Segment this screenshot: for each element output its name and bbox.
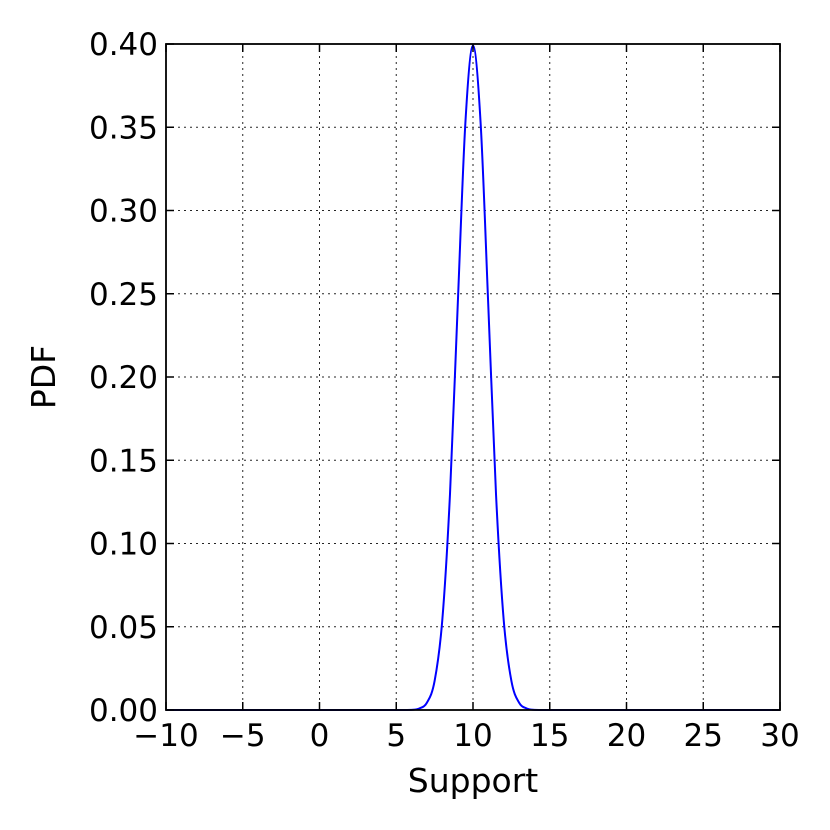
x-tick-label: −5 xyxy=(220,718,266,754)
grid xyxy=(166,44,780,710)
x-tick-label: 15 xyxy=(530,718,569,754)
y-tick-label: 0.00 xyxy=(89,693,158,729)
y-tick-label: 0.05 xyxy=(89,610,158,646)
x-tick-label: 0 xyxy=(310,718,330,754)
y-tick-label: 0.20 xyxy=(89,360,158,396)
y-tick-label: 0.15 xyxy=(89,443,158,479)
series-line xyxy=(166,44,780,712)
x-tick-label: 10 xyxy=(453,718,492,754)
x-tick-label: 25 xyxy=(684,718,723,754)
y-tick-label: 0.10 xyxy=(89,527,158,563)
y-tick-label: 0.30 xyxy=(89,194,158,230)
x-tick-label: −10 xyxy=(133,718,198,754)
y-tick-label: 0.25 xyxy=(89,277,158,313)
x-tick-label: 30 xyxy=(760,718,799,754)
x-axis-label: Support xyxy=(408,761,539,800)
tick-marks xyxy=(165,43,781,711)
y-tick-labels: 0.00 0.05 0.10 0.15 0.20 0.25 0.30 0.35 0.40 xyxy=(89,27,158,729)
y-tick-label: 0.40 xyxy=(89,27,158,63)
x-tick-label: 20 xyxy=(607,718,646,754)
y-tick-label: 0.35 xyxy=(89,110,158,146)
series-layer xyxy=(166,44,780,712)
x-tick-labels: −10 −5 0 5 10 15 20 25 30 xyxy=(133,718,799,754)
x-tick-label: 5 xyxy=(386,718,406,754)
y-axis-label: PDF xyxy=(24,345,63,409)
